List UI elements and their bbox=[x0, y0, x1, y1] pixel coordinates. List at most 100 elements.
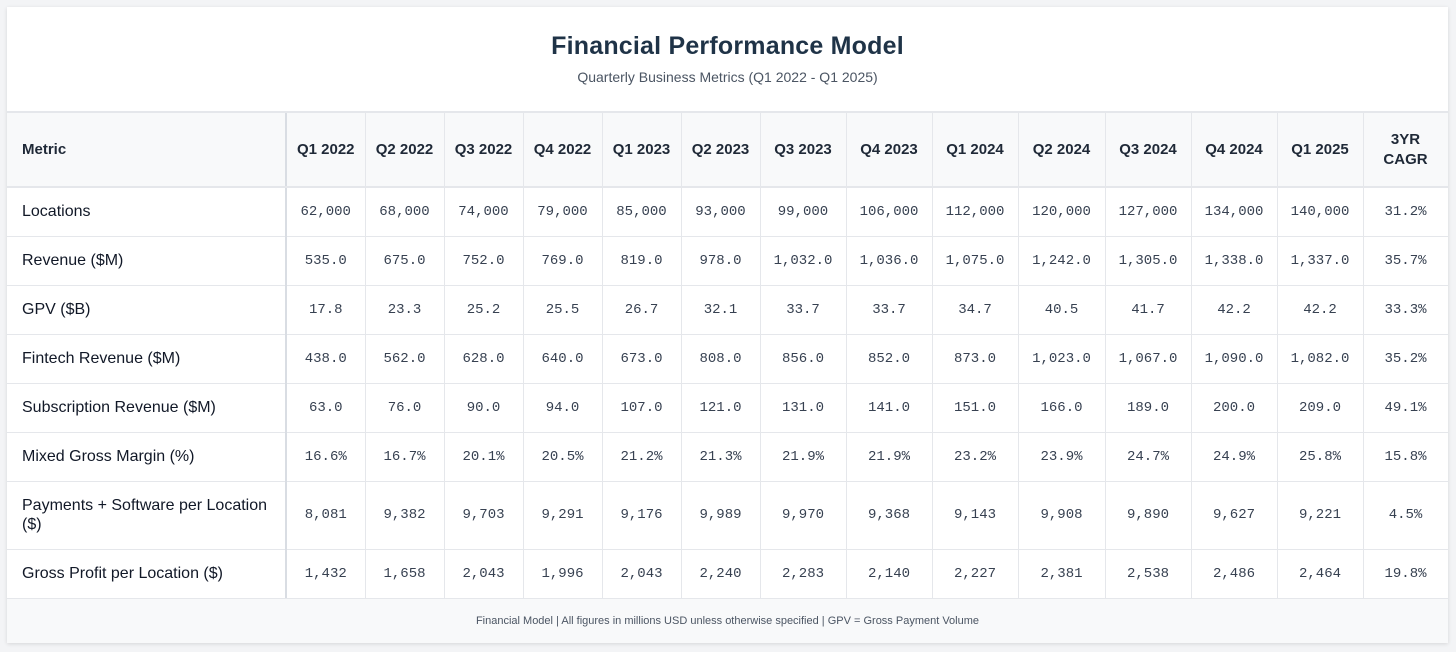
data-cell: 209.0 bbox=[1277, 383, 1364, 433]
data-cell: 42.2 bbox=[1277, 285, 1364, 335]
data-cell: 1,658 bbox=[365, 549, 445, 599]
row-label: Locations bbox=[7, 187, 287, 237]
data-cell: 2,043 bbox=[444, 549, 524, 599]
data-cell: 21.9% bbox=[846, 432, 933, 482]
data-cell: 24.9% bbox=[1191, 432, 1278, 482]
column-header: Q1 2025 bbox=[1277, 113, 1364, 188]
table-row: Payments + Software per Location ($) 8,08… bbox=[7, 481, 1448, 550]
cagr-cell: 35.7% bbox=[1363, 236, 1448, 286]
data-cell: 107.0 bbox=[602, 383, 682, 433]
row-label: Fintech Revenue ($M) bbox=[7, 334, 287, 384]
data-cell: 808.0 bbox=[681, 334, 761, 384]
column-header: Q3 2024 bbox=[1105, 113, 1192, 188]
data-cell: 20.1% bbox=[444, 432, 524, 482]
footer-note: Financial Model | All figures in million… bbox=[7, 598, 1448, 643]
column-header-metric: Metric bbox=[7, 113, 287, 188]
data-cell: 25.5 bbox=[523, 285, 603, 335]
data-cell: 23.3 bbox=[365, 285, 445, 335]
table-body: Locations 62,000 68,000 74,000 79,000 85,000 9… bbox=[7, 187, 1448, 599]
data-cell: 1,305.0 bbox=[1105, 236, 1192, 286]
financial-model-card: Financial Performance Model Quarterly Bu… bbox=[7, 7, 1448, 643]
data-cell: 8,081 bbox=[286, 481, 366, 550]
data-cell: 17.8 bbox=[286, 285, 366, 335]
row-label: Mixed Gross Margin (%) bbox=[7, 432, 287, 482]
data-cell: 79,000 bbox=[523, 187, 603, 237]
column-header: Q3 2023 bbox=[760, 113, 847, 188]
data-cell: 93,000 bbox=[681, 187, 761, 237]
data-cell: 63.0 bbox=[286, 383, 366, 433]
row-label: Revenue ($M) bbox=[7, 236, 287, 286]
data-cell: 1,996 bbox=[523, 549, 603, 599]
data-cell: 9,176 bbox=[602, 481, 682, 550]
table-row: GPV ($B) 17.8 23.3 25.2 25.5 26.7 32.1 33.7 33.7… bbox=[7, 285, 1448, 335]
data-cell: 1,337.0 bbox=[1277, 236, 1364, 286]
data-cell: 32.1 bbox=[681, 285, 761, 335]
data-cell: 978.0 bbox=[681, 236, 761, 286]
column-header: Q4 2022 bbox=[523, 113, 603, 188]
row-label: Gross Profit per Location ($) bbox=[7, 549, 287, 599]
data-cell: 131.0 bbox=[760, 383, 847, 433]
header: Financial Performance Model Quarterly Bu… bbox=[7, 7, 1448, 113]
data-cell: 752.0 bbox=[444, 236, 524, 286]
data-cell: 23.9% bbox=[1018, 432, 1106, 482]
table-row: Fintech Revenue ($M) 438.0 562.0 628.0 640.0… bbox=[7, 334, 1448, 384]
data-cell: 2,043 bbox=[602, 549, 682, 599]
data-cell: 20.5% bbox=[523, 432, 603, 482]
data-cell: 121.0 bbox=[681, 383, 761, 433]
data-cell: 85,000 bbox=[602, 187, 682, 237]
data-cell: 1,032.0 bbox=[760, 236, 847, 286]
column-header: Q1 2024 bbox=[932, 113, 1019, 188]
data-cell: 2,486 bbox=[1191, 549, 1278, 599]
data-cell: 852.0 bbox=[846, 334, 933, 384]
data-cell: 9,368 bbox=[846, 481, 933, 550]
data-cell: 819.0 bbox=[602, 236, 682, 286]
page-subtitle: Quarterly Business Metrics (Q1 2022 - Q1… bbox=[577, 69, 878, 85]
data-cell: 2,240 bbox=[681, 549, 761, 599]
data-cell: 16.6% bbox=[286, 432, 366, 482]
data-cell: 2,538 bbox=[1105, 549, 1192, 599]
data-cell: 25.2 bbox=[444, 285, 524, 335]
data-cell: 9,908 bbox=[1018, 481, 1106, 550]
data-cell: 141.0 bbox=[846, 383, 933, 433]
data-cell: 76.0 bbox=[365, 383, 445, 433]
data-cell: 26.7 bbox=[602, 285, 682, 335]
data-cell: 74,000 bbox=[444, 187, 524, 237]
row-label: Subscription Revenue ($M) bbox=[7, 383, 287, 433]
data-cell: 94.0 bbox=[523, 383, 603, 433]
data-cell: 535.0 bbox=[286, 236, 366, 286]
data-cell: 21.3% bbox=[681, 432, 761, 482]
data-cell: 9,291 bbox=[523, 481, 603, 550]
data-cell: 640.0 bbox=[523, 334, 603, 384]
column-header: Q1 2022 bbox=[286, 113, 366, 188]
data-cell: 1,075.0 bbox=[932, 236, 1019, 286]
data-cell: 112,000 bbox=[932, 187, 1019, 237]
data-cell: 2,381 bbox=[1018, 549, 1106, 599]
column-header: Q2 2024 bbox=[1018, 113, 1106, 188]
data-cell: 9,703 bbox=[444, 481, 524, 550]
data-cell: 134,000 bbox=[1191, 187, 1278, 237]
data-cell: 9,221 bbox=[1277, 481, 1364, 550]
data-cell: 23.2% bbox=[932, 432, 1019, 482]
table-header-row: Metric Q1 2022 Q2 2022 Q3 2022 Q4 2022 Q1 202… bbox=[7, 113, 1448, 188]
data-cell: 34.7 bbox=[932, 285, 1019, 335]
column-header: Q4 2023 bbox=[846, 113, 933, 188]
data-cell: 127,000 bbox=[1105, 187, 1192, 237]
data-cell: 1,067.0 bbox=[1105, 334, 1192, 384]
data-cell: 40.5 bbox=[1018, 285, 1106, 335]
data-cell: 438.0 bbox=[286, 334, 366, 384]
data-cell: 9,627 bbox=[1191, 481, 1278, 550]
data-cell: 106,000 bbox=[846, 187, 933, 237]
column-header: Q4 2024 bbox=[1191, 113, 1278, 188]
data-cell: 9,970 bbox=[760, 481, 847, 550]
data-cell: 24.7% bbox=[1105, 432, 1192, 482]
data-cell: 151.0 bbox=[932, 383, 1019, 433]
data-cell: 562.0 bbox=[365, 334, 445, 384]
data-cell: 9,143 bbox=[932, 481, 1019, 550]
data-cell: 1,338.0 bbox=[1191, 236, 1278, 286]
data-cell: 90.0 bbox=[444, 383, 524, 433]
data-cell: 33.7 bbox=[760, 285, 847, 335]
data-cell: 1,432 bbox=[286, 549, 366, 599]
data-cell: 189.0 bbox=[1105, 383, 1192, 433]
metrics-table: Metric Q1 2022 Q2 2022 Q3 2022 Q4 2022 Q1 202… bbox=[7, 113, 1448, 599]
column-header: Q1 2023 bbox=[602, 113, 682, 188]
